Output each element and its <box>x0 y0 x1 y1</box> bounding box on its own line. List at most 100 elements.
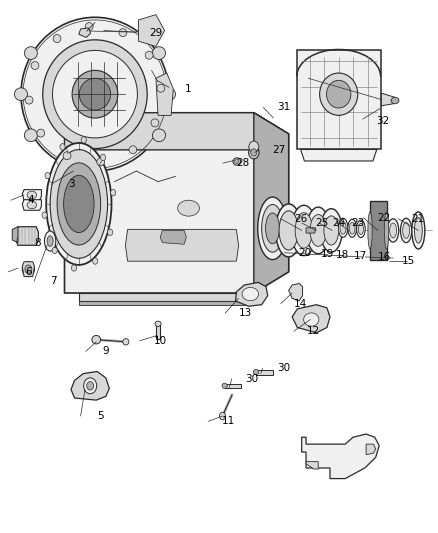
Ellipse shape <box>321 209 342 252</box>
Ellipse shape <box>242 287 258 301</box>
Ellipse shape <box>340 221 346 234</box>
Ellipse shape <box>249 146 259 159</box>
Ellipse shape <box>25 47 37 60</box>
Text: 14: 14 <box>294 298 307 309</box>
Text: 25: 25 <box>315 218 328 228</box>
Polygon shape <box>306 462 318 469</box>
Ellipse shape <box>235 159 239 164</box>
Ellipse shape <box>295 213 313 248</box>
Text: 7: 7 <box>50 276 57 286</box>
Ellipse shape <box>388 219 399 242</box>
Text: 20: 20 <box>299 248 312 258</box>
Ellipse shape <box>348 219 357 237</box>
Ellipse shape <box>155 321 161 326</box>
Text: 8: 8 <box>34 238 40 248</box>
Text: 29: 29 <box>149 28 162 38</box>
Ellipse shape <box>47 236 53 246</box>
Text: 32: 32 <box>376 116 389 126</box>
Polygon shape <box>381 93 395 106</box>
Text: 28: 28 <box>237 158 250 168</box>
Ellipse shape <box>27 201 37 209</box>
Ellipse shape <box>391 98 399 104</box>
Text: 16: 16 <box>378 252 391 262</box>
Ellipse shape <box>412 212 425 249</box>
Polygon shape <box>297 50 381 149</box>
Polygon shape <box>16 227 39 245</box>
Ellipse shape <box>92 335 101 344</box>
Ellipse shape <box>261 205 283 252</box>
Polygon shape <box>249 141 259 152</box>
Ellipse shape <box>108 229 113 236</box>
Ellipse shape <box>403 222 410 238</box>
Text: 24: 24 <box>332 218 346 228</box>
Polygon shape <box>160 230 186 244</box>
Ellipse shape <box>57 163 101 245</box>
Polygon shape <box>236 282 268 306</box>
Text: 17: 17 <box>354 251 367 261</box>
Text: 19: 19 <box>321 249 335 259</box>
Ellipse shape <box>25 265 32 273</box>
Ellipse shape <box>320 73 358 115</box>
Ellipse shape <box>97 158 105 166</box>
Ellipse shape <box>291 205 317 256</box>
Ellipse shape <box>100 154 106 160</box>
Polygon shape <box>22 200 42 211</box>
Bar <box>370 201 387 260</box>
Ellipse shape <box>37 129 45 137</box>
Polygon shape <box>138 14 165 46</box>
Text: 26: 26 <box>294 214 307 224</box>
Ellipse shape <box>304 313 319 326</box>
Polygon shape <box>22 262 35 277</box>
Ellipse shape <box>265 213 279 244</box>
Ellipse shape <box>72 70 118 118</box>
Polygon shape <box>79 28 91 37</box>
Ellipse shape <box>310 215 326 246</box>
Polygon shape <box>79 301 245 305</box>
Text: 13: 13 <box>238 308 252 318</box>
Ellipse shape <box>81 136 86 143</box>
Polygon shape <box>366 444 376 455</box>
Polygon shape <box>254 113 289 293</box>
Ellipse shape <box>385 212 389 249</box>
Ellipse shape <box>110 190 116 196</box>
Ellipse shape <box>358 223 364 235</box>
Text: 30: 30 <box>245 374 258 384</box>
Polygon shape <box>306 228 316 233</box>
Text: 22: 22 <box>377 213 390 223</box>
Polygon shape <box>289 284 303 301</box>
Bar <box>156 325 160 339</box>
Ellipse shape <box>233 158 241 165</box>
Ellipse shape <box>50 150 108 259</box>
Ellipse shape <box>22 262 35 277</box>
Ellipse shape <box>21 17 169 171</box>
Ellipse shape <box>145 51 153 59</box>
Text: 5: 5 <box>97 411 104 421</box>
Ellipse shape <box>53 35 61 43</box>
Ellipse shape <box>152 129 166 142</box>
Ellipse shape <box>338 218 348 237</box>
Text: 15: 15 <box>402 256 415 266</box>
Text: 1: 1 <box>185 84 192 94</box>
Ellipse shape <box>276 204 302 257</box>
Polygon shape <box>12 227 18 243</box>
Ellipse shape <box>31 61 39 69</box>
Text: 10: 10 <box>154 336 167 346</box>
Ellipse shape <box>25 96 33 104</box>
Ellipse shape <box>60 143 65 150</box>
Ellipse shape <box>400 218 412 243</box>
Ellipse shape <box>27 191 37 199</box>
Polygon shape <box>71 372 110 400</box>
Ellipse shape <box>157 84 165 92</box>
Text: 30: 30 <box>277 364 290 373</box>
Polygon shape <box>302 434 379 479</box>
Text: 3: 3 <box>68 179 74 189</box>
Ellipse shape <box>414 217 422 243</box>
Ellipse shape <box>52 247 57 254</box>
Text: 21: 21 <box>412 214 425 224</box>
Ellipse shape <box>42 212 47 219</box>
Ellipse shape <box>307 207 330 254</box>
Ellipse shape <box>64 175 94 232</box>
Text: 31: 31 <box>277 102 290 112</box>
Ellipse shape <box>219 413 226 419</box>
Ellipse shape <box>92 258 98 264</box>
